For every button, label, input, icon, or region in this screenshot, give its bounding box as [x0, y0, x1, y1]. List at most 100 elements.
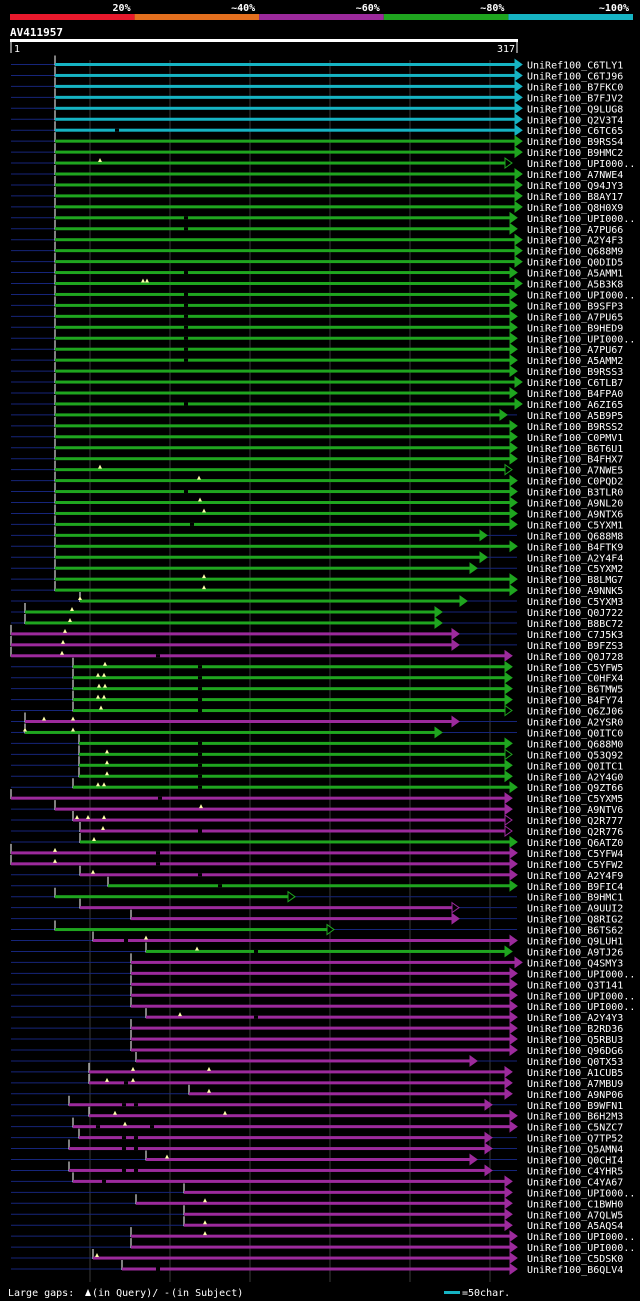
hit-row[interactable]: UniRef100_UPI000.. [11, 329, 635, 345]
hit-label[interactable]: UniRef100_Q0ITC0 [527, 728, 623, 739]
hit-label[interactable]: UniRef100_Q9ZT66 [527, 783, 623, 794]
hit-row[interactable]: UniRef100_UPI000.. [11, 1227, 635, 1243]
hit-row[interactable]: UniRef100_B9WFN1 [11, 1095, 623, 1112]
hit-row[interactable]: UniRef100_A7MBU9 [11, 1073, 623, 1090]
hit-label[interactable]: UniRef100_A7NWE5 [527, 466, 623, 477]
hit-row[interactable]: UniRef100_A2Y4F4 [11, 548, 623, 564]
hit-label[interactable]: UniRef100_B9FIC4 [527, 882, 623, 893]
hit-label[interactable]: UniRef100_B7FKC0 [527, 82, 623, 93]
hit-row[interactable]: UniRef100_B9HMC2 [11, 143, 623, 159]
hit-label[interactable]: UniRef100_B9HMC2 [527, 148, 623, 159]
hit-label[interactable]: UniRef100_C6TLB7 [527, 378, 623, 389]
hit-label[interactable]: UniRef100_Q6ZJ06 [527, 707, 623, 718]
hit-row[interactable]: UniRef100_A2Y4F9 [11, 865, 623, 882]
hit-row[interactable]: UniRef100_A9NP06 [11, 1084, 623, 1101]
hit-label[interactable]: UniRef100_UPI000.. [527, 214, 635, 225]
hit-label[interactable]: UniRef100_B9FZS3 [527, 641, 623, 652]
hit-row[interactable]: UniRef100_C5YXM3 [11, 592, 623, 608]
hit-label[interactable]: UniRef100_B6QLV4 [527, 1265, 623, 1276]
hit-label[interactable]: UniRef100_B3TLR0 [527, 488, 623, 499]
hit-row[interactable]: UniRef100_UPI000.. [11, 964, 635, 980]
hit-label[interactable]: UniRef100_A1CUB5 [527, 1068, 623, 1079]
hit-row[interactable]: UniRef100_B8LMG7 [11, 570, 623, 586]
hit-label[interactable]: UniRef100_C6TJ96 [527, 71, 623, 82]
hit-label[interactable]: UniRef100_B7FJV2 [527, 93, 623, 104]
hit-label[interactable]: UniRef100_A5B3K8 [527, 280, 623, 291]
hit-row[interactable]: UniRef100_C7J5K3 [10, 624, 623, 641]
hit-row[interactable]: UniRef100_Q2R777 [11, 811, 623, 827]
hit-label[interactable]: UniRef100_B4FHX7 [527, 455, 623, 466]
hit-row[interactable]: UniRef100_Q5RBU3 [11, 1030, 623, 1046]
hit-label[interactable]: UniRef100_B6H2M3 [527, 1112, 623, 1123]
hit-row[interactable]: UniRef100_A7NWE5 [11, 460, 623, 477]
hit-row[interactable]: UniRef100_C1BWH0 [11, 1194, 623, 1210]
hit-label[interactable]: UniRef100_Q0J728 [527, 652, 623, 663]
hit-row[interactable]: UniRef100_C5YXM5 [10, 789, 623, 805]
hit-row[interactable]: UniRef100_A2Y4Y3 [11, 1008, 623, 1024]
hit-row[interactable]: UniRef100_B9HED9 [11, 318, 623, 334]
hit-row[interactable]: UniRef100_A9TJ26 [11, 942, 623, 958]
hit-row[interactable]: UniRef100_UPI000.. [11, 986, 635, 1002]
hit-row[interactable]: UniRef100_Q3T141 [11, 975, 623, 991]
hit-row[interactable]: UniRef100_C5NZC7 [11, 1117, 623, 1134]
hit-row[interactable]: UniRef100_Q94JY3 [11, 175, 623, 192]
hit-label[interactable]: UniRef100_A9NTV6 [527, 805, 623, 816]
hit-row[interactable]: UniRef100_A5AMM1 [11, 263, 623, 280]
hit-label[interactable]: UniRef100_Q0CHI4 [527, 1156, 623, 1167]
hit-row[interactable]: UniRef100_UPI000.. [11, 208, 635, 225]
hit-label[interactable]: UniRef100_UPI000.. [527, 1243, 635, 1254]
hit-label[interactable]: UniRef100_A7MBU9 [527, 1079, 623, 1090]
hit-row[interactable]: UniRef100_B9RSS2 [11, 416, 623, 433]
hit-label[interactable]: UniRef100_Q0DID5 [527, 258, 623, 269]
hit-label[interactable]: UniRef100_A2Y4G0 [527, 772, 623, 783]
hit-row[interactable]: UniRef100_A5AQS4 [11, 1216, 623, 1232]
hit-label[interactable]: UniRef100_UPI000.. [527, 969, 635, 980]
hit-label[interactable]: UniRef100_C5YFW4 [527, 849, 623, 860]
hit-label[interactable]: UniRef100_C4YA67 [527, 1177, 623, 1188]
hit-label[interactable]: UniRef100_C5YXM3 [527, 597, 623, 608]
hit-row[interactable]: UniRef100_C5YFW4 [10, 843, 623, 860]
hit-label[interactable]: UniRef100_Q688M9 [527, 247, 623, 258]
hit-row[interactable]: UniRef100_Q8RIG2 [11, 909, 623, 926]
hit-row[interactable]: UniRef100_B3TLR0 [11, 482, 623, 499]
hit-row[interactable]: UniRef100_Q9ZT66 [11, 778, 623, 794]
hit-row[interactable]: UniRef100_Q688M0 [11, 734, 623, 750]
hit-row[interactable]: UniRef100_B7FKC0 [11, 77, 623, 93]
hit-label[interactable]: UniRef100_Q5AMN4 [527, 1145, 623, 1156]
hit-row[interactable]: UniRef100_C0PMV1 [11, 427, 623, 444]
hit-row[interactable]: UniRef100_B9FZS3 [10, 635, 623, 652]
hit-row[interactable]: UniRef100_A5B9P5 [11, 405, 623, 422]
hit-label[interactable]: UniRef100_B9HED9 [527, 323, 623, 334]
hit-row[interactable]: UniRef100_B4FTK9 [11, 537, 623, 553]
hit-row[interactable]: UniRef100_B4FPA0 [11, 384, 623, 400]
hit-label[interactable]: UniRef100_Q2R776 [527, 827, 623, 838]
hit-label[interactable]: UniRef100_A7PU65 [527, 312, 623, 323]
hit-label[interactable]: UniRef100_Q688M8 [527, 531, 623, 542]
hit-label[interactable]: UniRef100_B8AY17 [527, 192, 623, 203]
hit-label[interactable]: UniRef100_A9NNK5 [527, 586, 623, 597]
hit-row[interactable]: UniRef100_A9NNK5 [11, 581, 623, 597]
hit-label[interactable]: UniRef100_A6ZI65 [527, 400, 623, 411]
hit-row[interactable]: UniRef100_A2YSR0 [11, 712, 623, 729]
hit-label[interactable]: UniRef100_A7PU67 [527, 345, 623, 356]
hit-row[interactable]: UniRef100_B9FIC4 [11, 876, 623, 893]
hit-label[interactable]: UniRef100_A2Y4F9 [527, 871, 623, 882]
hit-label[interactable]: UniRef100_B9RSS4 [527, 137, 623, 148]
hit-row[interactable]: UniRef100_B9SFP3 [11, 296, 623, 312]
hit-label[interactable]: UniRef100_Q0ITC1 [527, 761, 623, 772]
hit-row[interactable]: UniRef100_Q9LUG8 [11, 99, 623, 115]
hit-row[interactable]: UniRef100_C6TC65 [11, 121, 623, 137]
hit-label[interactable]: UniRef100_B8LMG7 [527, 575, 623, 586]
hit-label[interactable]: UniRef100_C1BWH0 [527, 1199, 623, 1210]
hit-row[interactable]: UniRef100_Q0CHI4 [11, 1150, 623, 1167]
hit-label[interactable]: UniRef100_Q3T141 [527, 980, 623, 991]
hit-label[interactable]: UniRef100_A9NL20 [527, 499, 623, 510]
hit-label[interactable]: UniRef100_Q94JY3 [527, 181, 623, 192]
hit-label[interactable]: UniRef100_Q0J722 [527, 608, 623, 619]
hit-label[interactable]: UniRef100_UPI000.. [527, 1002, 635, 1013]
hit-label[interactable]: UniRef100_C5YXM1 [527, 520, 623, 531]
hit-label[interactable]: UniRef100_Q96DG6 [527, 1046, 623, 1057]
hit-row[interactable]: UniRef100_Q0TX53 [11, 1051, 623, 1068]
hit-label[interactable]: UniRef100_UPI000.. [527, 159, 635, 170]
hit-row[interactable]: UniRef100_Q96DG6 [11, 1041, 623, 1057]
